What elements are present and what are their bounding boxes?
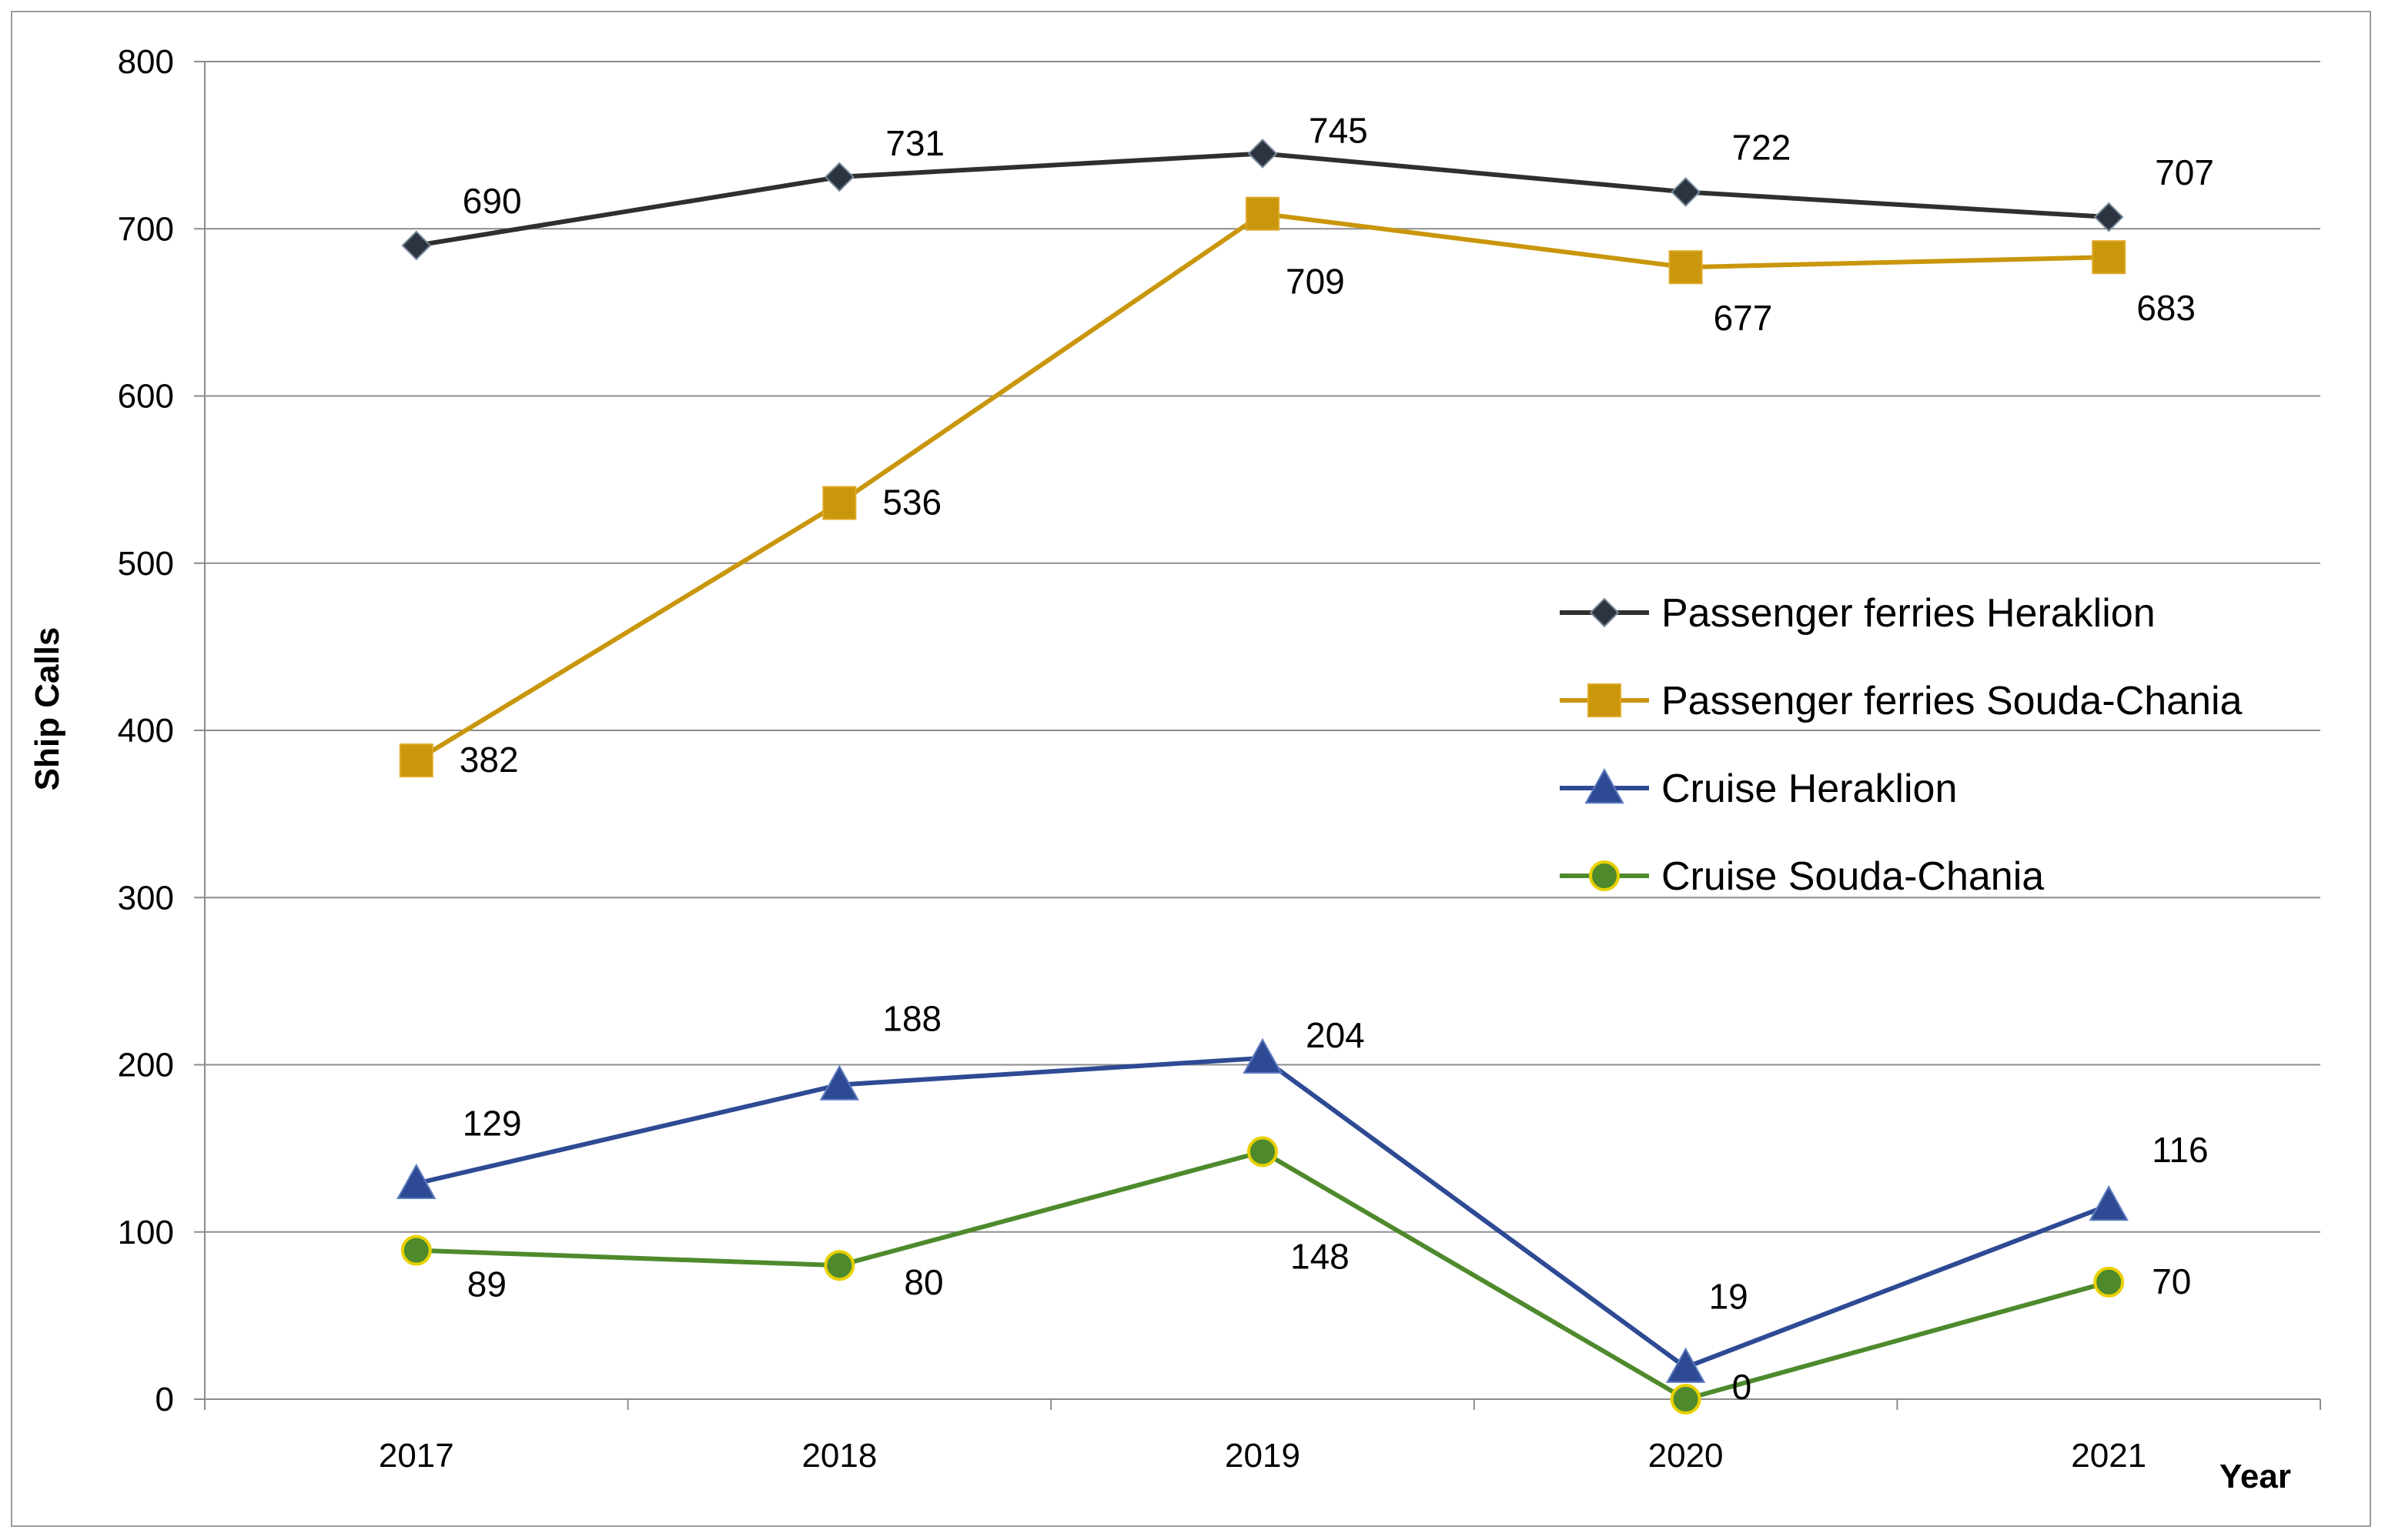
x-tick-labels: 2017 2018 2019 2020 2021 [379, 1437, 2146, 1475]
series-line [416, 1149, 2109, 1401]
data-label: 19 [1709, 1277, 1748, 1317]
y-tick-label: 200 [118, 1047, 174, 1084]
x-tick-label: 2017 [379, 1437, 454, 1475]
data-label: 80 [904, 1262, 943, 1302]
data-point [2089, 1184, 2129, 1221]
chart-frame: 0 100 200 300 400 500 600 700 800 2017 2018 2019 20… [11, 11, 2371, 1527]
data-label: 0 [1732, 1367, 1752, 1407]
y-tick-label: 0 [156, 1381, 174, 1418]
legend-item: Cruise Heraklion [1560, 767, 1957, 811]
data-label: 707 [2155, 152, 2214, 192]
gridlines [205, 61, 2320, 1233]
legend: Passenger ferries Heraklion Passenger fer… [1560, 591, 2243, 899]
x-tick-label: 2021 [2071, 1437, 2146, 1475]
x-tick-label: 2018 [801, 1437, 877, 1475]
legend-item: Cruise Souda-Chania [1560, 854, 2044, 899]
y-tick-label: 100 [118, 1214, 174, 1251]
data-labels: 690 731 745 722 707 382 536 709 677 683 129 188 204 1… [460, 110, 2214, 1407]
data-point [2093, 1266, 2125, 1298]
y-tick-label: 300 [118, 879, 174, 917]
data-point [824, 162, 855, 192]
y-tick-label: 700 [118, 210, 174, 248]
data-label: 677 [1714, 298, 1773, 338]
data-label: 188 [882, 999, 942, 1039]
data-label: 709 [1286, 262, 1345, 302]
data-label: 148 [1290, 1236, 1350, 1276]
data-point [399, 743, 433, 778]
series-0 [401, 139, 2124, 261]
data-label: 731 [885, 123, 945, 163]
y-tick-label: 400 [118, 712, 174, 750]
data-label: 690 [463, 181, 522, 221]
data-label: 683 [2136, 288, 2196, 328]
data-label: 89 [467, 1264, 507, 1304]
legend-marker [1589, 860, 1620, 891]
data-label: 536 [882, 483, 942, 523]
data-point [396, 1163, 437, 1199]
series-3 [400, 1136, 2125, 1415]
data-label: 129 [463, 1104, 522, 1144]
data-point [400, 1234, 432, 1266]
y-tick-label: 500 [118, 545, 174, 583]
series-line [416, 1055, 2110, 1370]
x-tick-label: 2019 [1225, 1437, 1300, 1475]
legend-label: Cruise Souda-Chania [1661, 854, 2044, 899]
data-label: 204 [1306, 1015, 1365, 1055]
data-point [1243, 1037, 1283, 1074]
data-point [2092, 240, 2126, 275]
data-point [1671, 177, 1701, 207]
data-point [822, 486, 857, 520]
data-point [819, 1064, 860, 1101]
legend-marker [1589, 597, 1620, 628]
data-label: 70 [2152, 1261, 2191, 1301]
data-point [1668, 250, 1703, 285]
data-point [1247, 139, 1278, 169]
series-1 [399, 196, 2126, 778]
legend-marker [1584, 767, 1624, 804]
y-tick-label: 800 [118, 43, 174, 81]
data-point [1670, 1384, 1701, 1415]
series-2 [396, 1037, 2129, 1383]
data-label: 382 [460, 740, 519, 780]
y-tick-labels: 0 100 200 300 400 500 600 700 800 [118, 43, 174, 1418]
data-point [824, 1250, 855, 1281]
legend-item: Passenger ferries Heraklion [1560, 591, 2156, 636]
data-label: 722 [1732, 127, 1791, 167]
y-axis-title: Ship Calls [28, 627, 66, 791]
data-point [2093, 202, 2124, 232]
legend-marker [1587, 683, 1621, 717]
data-label: 745 [1309, 110, 1368, 150]
x-axis-title: Year [2219, 1458, 2291, 1495]
legend-item: Passenger ferries Souda-Chania [1560, 679, 2243, 723]
legend-label: Passenger ferries Souda-Chania [1661, 679, 2243, 723]
data-point [1247, 1136, 1278, 1168]
legend-label: Passenger ferries Heraklion [1661, 591, 2156, 636]
series-lines [396, 139, 2129, 1415]
data-label: 116 [2152, 1130, 2208, 1170]
data-point [1665, 1347, 1706, 1383]
axes [194, 61, 2321, 1410]
y-tick-label: 600 [118, 378, 174, 416]
x-tick-label: 2020 [1648, 1437, 1724, 1475]
data-point [401, 230, 432, 261]
legend-label: Cruise Heraklion [1661, 767, 1957, 811]
data-point [1246, 196, 1279, 231]
